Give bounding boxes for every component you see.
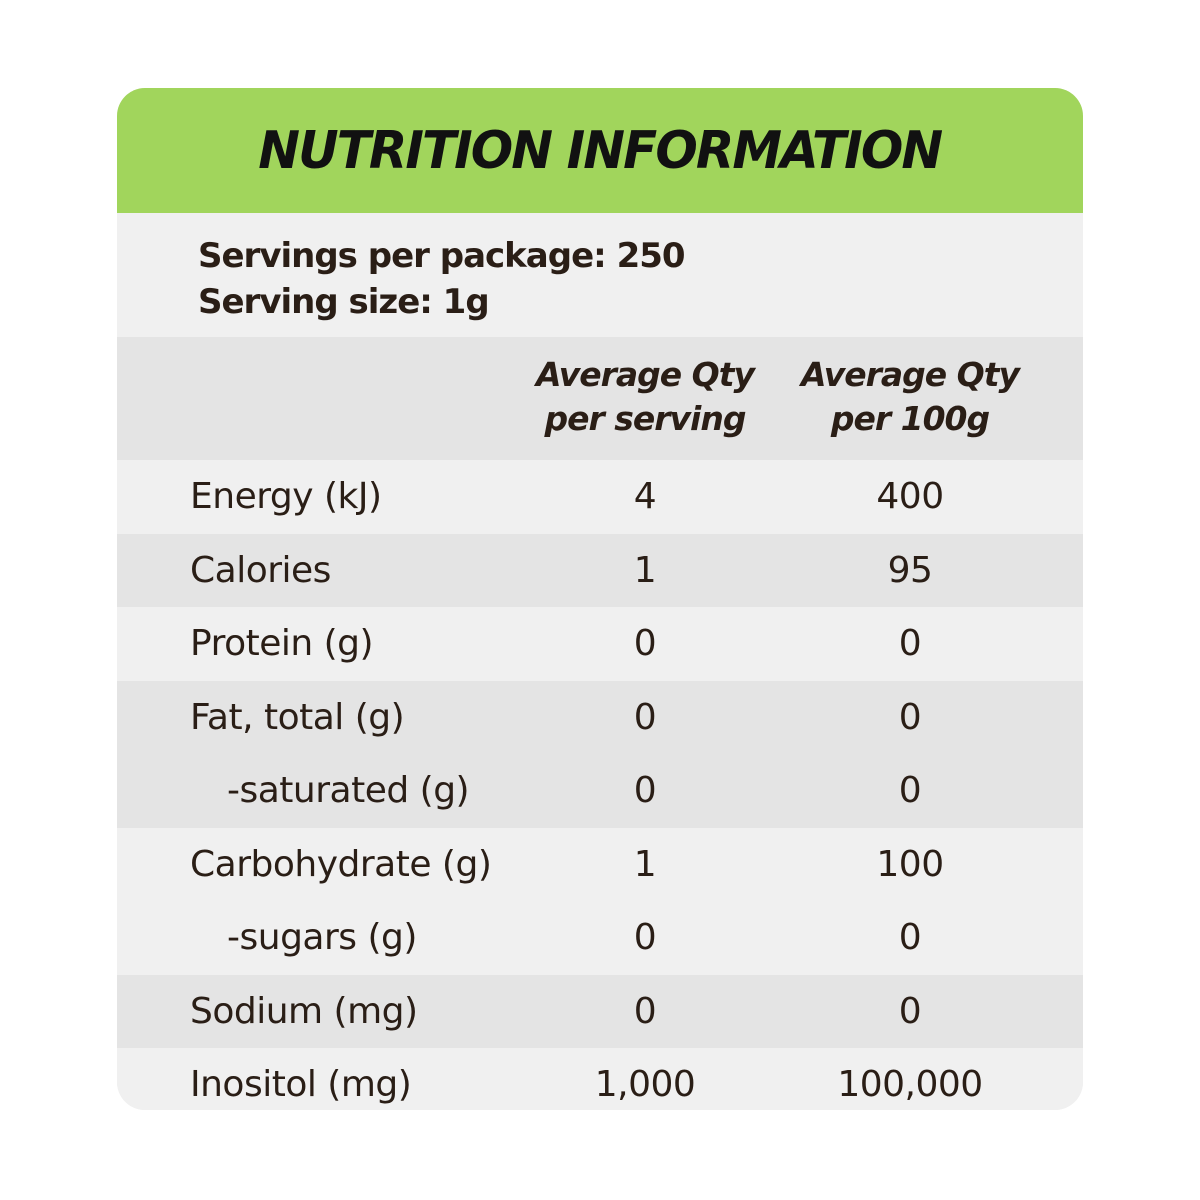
row-label: Calories: [190, 549, 331, 591]
column-header-per-serving: Average Qty per serving: [505, 353, 785, 441]
row-label: -sugars (g): [227, 917, 417, 958]
per-100g-value: 0: [898, 696, 922, 738]
row-label: Inositol (mg): [190, 1064, 412, 1105]
serving-size: Serving size: 1g: [198, 282, 490, 322]
per-serving-value: 1: [633, 549, 657, 591]
table-row: Calories 1 95: [117, 533, 1083, 607]
per-100g-value: 100: [876, 843, 944, 885]
per-serving-value: 0: [633, 696, 657, 738]
per-serving-value: 4: [633, 476, 657, 517]
table-row: Energy (kJ) 4 400: [117, 460, 1083, 534]
nutrition-panel: NUTRITION INFORMATION Servings per packa…: [117, 88, 1083, 1110]
row-label: Carbohydrate (g): [190, 843, 492, 885]
per-100g-value: 0: [898, 917, 922, 958]
row-label: Protein (g): [190, 623, 374, 664]
table-row: -saturated (g) 0 0: [117, 754, 1083, 828]
column-header-row: Average Qty per serving Average Qty per …: [117, 337, 1083, 460]
row-label: Energy (kJ): [190, 476, 382, 517]
per-serving-value: 0: [633, 770, 657, 811]
table-row: Protein (g) 0 0: [117, 607, 1083, 681]
page-title: NUTRITION INFORMATION: [258, 120, 943, 181]
per-100g-value: 0: [898, 623, 922, 664]
per-serving-value: 0: [633, 917, 657, 958]
per-serving-value: 1,000: [594, 1064, 696, 1105]
row-label: -saturated (g): [227, 770, 470, 811]
column-header-per-serving-line2: per serving: [544, 399, 746, 438]
servings-info: Servings per package: 250 Serving size: …: [117, 213, 1083, 337]
table-row: -sugars (g) 0 0: [117, 901, 1083, 975]
table-row: Inositol (mg) 1,000 100,000: [117, 1048, 1083, 1110]
per-100g-value: 100,000: [837, 1064, 983, 1105]
table-row: Sodium (mg) 0 0: [117, 974, 1083, 1048]
column-header-per-100g-line2: per 100g: [830, 399, 990, 438]
per-serving-value: 1: [633, 843, 657, 885]
table-row: Carbohydrate (g) 1 100: [117, 827, 1083, 901]
per-serving-value: 0: [633, 990, 657, 1032]
servings-per-package: Servings per package: 250: [198, 236, 686, 276]
column-header-per-100g: Average Qty per 100g: [770, 353, 1050, 441]
column-header-per-100g-line1: Average Qty: [800, 355, 1020, 394]
table-row: Fat, total (g) 0 0: [117, 680, 1083, 754]
per-100g-value: 0: [898, 770, 922, 811]
per-serving-value: 0: [633, 623, 657, 664]
per-100g-value: 400: [876, 476, 944, 517]
row-label: Sodium (mg): [190, 990, 418, 1032]
per-100g-value: 0: [898, 990, 922, 1032]
title-bar: NUTRITION INFORMATION: [117, 88, 1083, 213]
column-header-per-serving-line1: Average Qty: [535, 355, 755, 394]
per-100g-value: 95: [887, 549, 933, 591]
row-label: Fat, total (g): [190, 696, 405, 738]
